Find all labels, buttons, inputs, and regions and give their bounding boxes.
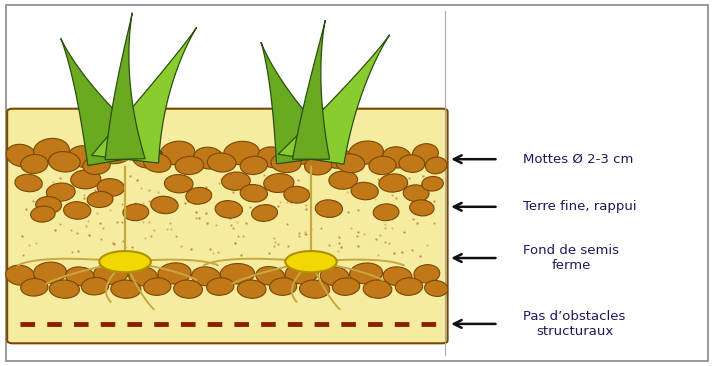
Ellipse shape [96,140,133,164]
Polygon shape [261,42,345,164]
Ellipse shape [305,157,332,175]
Ellipse shape [395,278,423,295]
Ellipse shape [379,174,408,192]
Ellipse shape [83,156,110,175]
Ellipse shape [373,204,399,221]
Ellipse shape [34,262,66,283]
Ellipse shape [300,280,330,298]
Ellipse shape [82,277,109,295]
Ellipse shape [285,263,318,284]
Ellipse shape [240,156,267,175]
Ellipse shape [256,266,285,285]
Ellipse shape [425,157,447,174]
Polygon shape [61,38,162,165]
Ellipse shape [350,263,383,284]
Ellipse shape [422,176,443,191]
Ellipse shape [164,175,193,193]
Ellipse shape [175,156,204,175]
Ellipse shape [264,173,294,193]
Ellipse shape [132,147,161,168]
Ellipse shape [207,278,234,295]
Ellipse shape [369,156,396,175]
Ellipse shape [144,278,171,295]
Ellipse shape [315,200,342,217]
Ellipse shape [99,251,151,272]
Ellipse shape [158,263,191,284]
Polygon shape [105,13,145,160]
Ellipse shape [186,187,212,204]
Ellipse shape [220,264,255,284]
Ellipse shape [403,185,429,202]
Ellipse shape [194,147,224,169]
Ellipse shape [46,183,75,201]
Ellipse shape [414,265,440,283]
Ellipse shape [192,267,220,286]
Ellipse shape [336,154,365,173]
Text: Mottes Ø 2-3 cm: Mottes Ø 2-3 cm [523,153,633,166]
Ellipse shape [320,267,349,286]
Ellipse shape [129,267,157,286]
Ellipse shape [31,206,55,222]
Ellipse shape [6,265,34,285]
Ellipse shape [151,196,178,214]
Ellipse shape [36,197,61,213]
Ellipse shape [111,280,141,298]
Ellipse shape [21,154,48,173]
Ellipse shape [271,153,301,172]
Ellipse shape [383,267,412,286]
Ellipse shape [97,179,124,196]
FancyBboxPatch shape [7,109,448,343]
Ellipse shape [284,186,310,203]
Ellipse shape [94,263,128,284]
Ellipse shape [321,146,351,168]
Ellipse shape [174,280,202,298]
Ellipse shape [21,279,48,296]
Ellipse shape [15,174,42,192]
Ellipse shape [69,146,100,168]
Ellipse shape [349,141,383,164]
Ellipse shape [258,147,288,168]
Text: Pas d’obstacles
structuraux: Pas d’obstacles structuraux [523,310,626,338]
Ellipse shape [351,182,378,200]
Ellipse shape [252,205,277,221]
Ellipse shape [425,280,448,296]
Ellipse shape [34,138,69,163]
Ellipse shape [66,267,94,286]
Ellipse shape [286,141,322,164]
Polygon shape [292,20,330,159]
Ellipse shape [144,153,171,172]
Ellipse shape [87,191,113,208]
Ellipse shape [329,171,358,189]
Ellipse shape [240,184,267,202]
Text: Fond de semis
ferme: Fond de semis ferme [523,244,619,272]
Ellipse shape [270,278,297,295]
Ellipse shape [222,172,250,190]
Ellipse shape [64,202,91,219]
Polygon shape [278,35,390,164]
Ellipse shape [383,147,411,168]
Text: Terre fine, rappui: Terre fine, rappui [523,200,637,213]
Ellipse shape [71,170,101,189]
Polygon shape [92,27,197,163]
Ellipse shape [237,280,266,298]
Ellipse shape [413,144,438,164]
Ellipse shape [410,200,434,216]
Ellipse shape [49,280,79,298]
Ellipse shape [224,141,260,165]
Ellipse shape [160,141,194,165]
Ellipse shape [332,278,360,295]
Ellipse shape [215,201,242,218]
Ellipse shape [285,251,337,272]
Ellipse shape [49,152,80,172]
Ellipse shape [123,204,149,221]
Ellipse shape [207,153,236,172]
Ellipse shape [399,155,425,172]
Ellipse shape [6,144,36,167]
Ellipse shape [363,280,392,298]
